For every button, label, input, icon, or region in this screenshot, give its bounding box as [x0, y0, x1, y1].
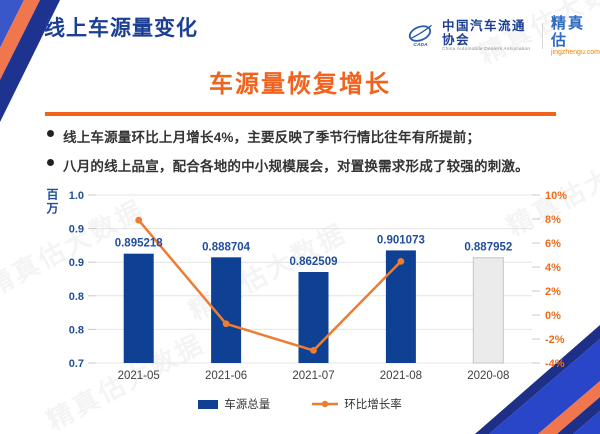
svg-text:-2%: -2%	[545, 334, 565, 346]
bar-legend-swatch	[198, 399, 219, 409]
svg-text:0.8: 0.8	[69, 291, 84, 303]
logo-brand-text: 精真估 jingzhengu.com	[550, 15, 600, 56]
svg-text:2020-08: 2020-08	[467, 370, 509, 382]
legend-label: 环比增长率	[344, 399, 402, 411]
legend-item-bar: 车源总量	[198, 396, 270, 412]
svg-text:CADA: CADA	[413, 42, 428, 48]
line-legend-swatch	[312, 400, 339, 408]
left-axis-title: 百万	[45, 188, 59, 216]
title-divider	[45, 112, 556, 116]
legend-item-line: 环比增长率	[312, 396, 402, 412]
svg-text:0.8: 0.8	[69, 324, 84, 336]
logo-org-en: China Automobile Dealers Association	[441, 47, 531, 53]
svg-text:0.9: 0.9	[69, 224, 84, 236]
logo-divider	[542, 23, 543, 49]
page-title: 线上车源量变化	[44, 17, 198, 40]
svg-text:4%: 4%	[545, 262, 561, 274]
svg-text:0.888704: 0.888704	[202, 241, 251, 253]
bullet-list: 线上车源量环比上月增长4%，主要反映了季节行情比往年有所提前； 八月的线上品宣，…	[45, 126, 557, 184]
svg-text:6%: 6%	[545, 238, 561, 250]
svg-text:0.9: 0.9	[69, 257, 84, 269]
svg-text:2%: 2%	[545, 286, 561, 298]
svg-text:2021-06: 2021-06	[205, 370, 247, 382]
svg-text:10%: 10%	[545, 190, 567, 202]
bullet-item: 线上车源量环比上月增长4%，主要反映了季节行情比往年有所提前；	[45, 126, 557, 146]
bullet-item: 八月的线上品宣，配合各地的中小规模展会，对置换需求形成了较强的刺激。	[45, 155, 557, 175]
svg-text:0.887952: 0.887952	[464, 242, 512, 254]
svg-text:0.901073: 0.901073	[377, 234, 425, 246]
logo-brand-cn: 精真估	[550, 15, 585, 49]
chart-legend: 车源总量 环比增长率	[0, 396, 600, 412]
svg-text:0.862509: 0.862509	[290, 256, 338, 268]
legend-label: 车源总量	[224, 399, 271, 411]
svg-text:0.895218: 0.895218	[115, 238, 164, 250]
svg-text:8%: 8%	[545, 214, 561, 226]
svg-text:2021-05: 2021-05	[118, 370, 160, 382]
svg-text:-4%: -4%	[545, 358, 565, 370]
chart-title: 车源量恢复增长	[209, 71, 391, 98]
logo: CADA 中国汽车流通协会 China Automobile Dealers A…	[406, 15, 600, 56]
svg-text:2021-08: 2021-08	[380, 370, 422, 382]
combo-chart: 1.0 0.9 0.9 0.8 0.8 0.7 10% 8% 6% 4% 2% 0% -2% -4% 0.8…	[0, 182, 600, 400]
svg-text:2021-07: 2021-07	[292, 370, 334, 382]
logo-org-cn: 中国汽车流通协会	[441, 18, 526, 47]
svg-text:0.7: 0.7	[69, 358, 84, 370]
cada-logo-icon: CADA	[408, 24, 432, 48]
svg-text:0%: 0%	[545, 310, 561, 322]
logo-org-text: 中国汽车流通协会 China Automobile Dealers Associ…	[441, 18, 534, 53]
logo-brand-url: jingzhengu.com	[550, 49, 600, 56]
chart-canvas: 1.0 0.9 0.9 0.8 0.8 0.7 10% 8% 6% 4% 2% 0% -2% -4% 0.8…	[69, 190, 568, 382]
svg-text:1.0: 1.0	[69, 190, 84, 202]
